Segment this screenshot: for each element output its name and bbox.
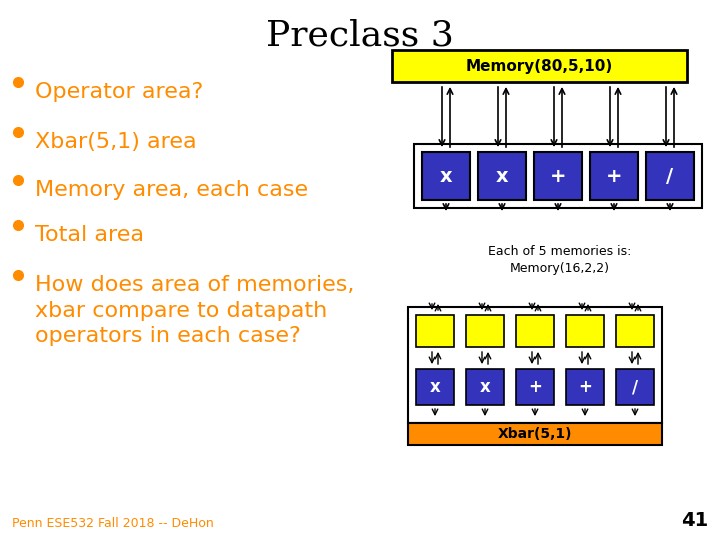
Bar [516, 315, 554, 347]
Text: +: + [528, 378, 542, 396]
Text: Memory(80,5,10): Memory(80,5,10) [466, 58, 613, 73]
Text: x: x [480, 378, 490, 396]
Bar [422, 152, 470, 200]
Bar [408, 307, 662, 423]
Text: /: / [667, 166, 674, 186]
Bar [590, 152, 638, 200]
Text: Xbar(5,1): Xbar(5,1) [498, 427, 572, 441]
Text: x: x [495, 166, 508, 186]
Text: +: + [550, 166, 566, 186]
Text: Total area: Total area [35, 225, 144, 245]
Text: +: + [606, 166, 622, 186]
Text: Operator area?: Operator area? [35, 82, 203, 102]
Bar [408, 423, 662, 445]
Text: How does area of memories,
xbar compare to datapath
operators in each case?: How does area of memories, xbar compare … [35, 275, 354, 346]
Bar [566, 315, 604, 347]
Text: +: + [578, 378, 592, 396]
Text: Each of 5 memories is:
Memory(16,2,2): Each of 5 memories is: Memory(16,2,2) [488, 245, 631, 275]
Bar [466, 369, 504, 405]
Bar [616, 315, 654, 347]
Text: Preclass 3: Preclass 3 [266, 18, 454, 52]
Text: x: x [430, 378, 441, 396]
Bar [534, 152, 582, 200]
Bar [466, 315, 504, 347]
Bar [566, 369, 604, 405]
Bar [516, 369, 554, 405]
Text: 41: 41 [680, 511, 708, 530]
Text: Penn ESE532 Fall 2018 -- DeHon: Penn ESE532 Fall 2018 -- DeHon [12, 517, 214, 530]
Bar [416, 315, 454, 347]
Text: /: / [632, 378, 638, 396]
Bar [478, 152, 526, 200]
Bar [416, 369, 454, 405]
Bar [414, 144, 702, 208]
Bar [616, 369, 654, 405]
Text: Xbar(5,1) area: Xbar(5,1) area [35, 132, 197, 152]
Text: Memory area, each case: Memory area, each case [35, 180, 308, 200]
Bar [646, 152, 694, 200]
Text: x: x [440, 166, 452, 186]
Bar [392, 50, 687, 82]
